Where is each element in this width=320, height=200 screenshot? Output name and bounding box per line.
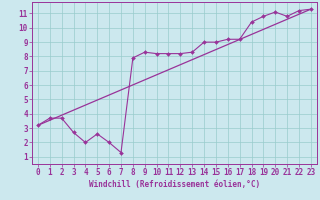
X-axis label: Windchill (Refroidissement éolien,°C): Windchill (Refroidissement éolien,°C) [89, 180, 260, 189]
